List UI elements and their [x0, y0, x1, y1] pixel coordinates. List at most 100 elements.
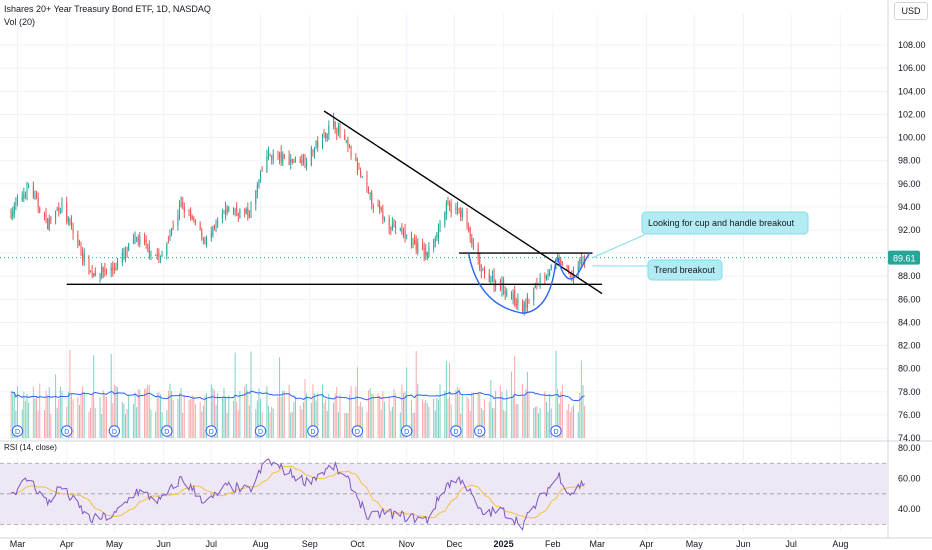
candle-body	[290, 160, 292, 164]
candle-body	[455, 207, 457, 211]
candle-body	[223, 212, 225, 215]
volume-bar	[24, 401, 26, 438]
candle-body	[55, 210, 57, 219]
volume-bar	[395, 393, 397, 438]
volume-bar	[368, 390, 370, 438]
volume-bar	[579, 392, 581, 438]
candle-body	[549, 271, 551, 276]
candle-body	[371, 192, 373, 204]
candle-body	[121, 252, 123, 263]
volume-bar	[503, 410, 505, 438]
dividend-marker	[108, 425, 121, 437]
volume-bar	[117, 387, 119, 438]
volume-bar	[457, 386, 459, 438]
volume-bar	[479, 394, 481, 438]
volume-bar	[10, 391, 12, 438]
volume-bar	[161, 412, 163, 438]
candle-body	[417, 243, 419, 252]
candle-body	[383, 216, 385, 218]
candle-body	[561, 262, 563, 265]
candle-body	[288, 156, 290, 166]
candle-body	[124, 248, 126, 257]
candle-body	[150, 253, 152, 257]
candle-body	[167, 241, 169, 244]
candle-body	[379, 204, 381, 210]
volume-bar	[55, 374, 57, 438]
candle-body	[390, 227, 392, 229]
price-tick-label: 88.00	[898, 271, 921, 281]
candle-body	[45, 214, 47, 218]
volume-bar	[514, 355, 516, 438]
candle-body	[480, 270, 482, 272]
candle-body	[477, 245, 479, 259]
candle-body	[283, 153, 285, 158]
candle-body	[266, 155, 268, 173]
volume-bar	[215, 404, 217, 438]
volume-bar	[428, 406, 430, 438]
candle-body	[23, 194, 25, 199]
candle-body	[137, 238, 139, 243]
candle-body	[334, 121, 336, 130]
volume-bar	[449, 362, 451, 438]
volume-bar	[310, 402, 312, 438]
volume-bar	[501, 391, 503, 438]
candle-body	[577, 265, 579, 273]
time-tick-label: Aug	[253, 539, 269, 549]
candle-body	[237, 212, 239, 217]
volume-bar	[547, 411, 549, 438]
dividend-marker	[550, 425, 562, 437]
candle-body	[48, 219, 50, 230]
candle-body	[301, 160, 303, 163]
volume-bar	[345, 412, 347, 438]
volume-bar	[179, 392, 181, 438]
candle-body	[495, 280, 497, 286]
volume-bar	[388, 395, 390, 438]
candle-body	[436, 234, 438, 237]
dividend-label: D	[64, 429, 69, 436]
volume-bar	[301, 409, 303, 438]
candle-body	[517, 299, 519, 305]
candle-body	[190, 210, 192, 219]
candle-body	[126, 251, 128, 253]
volume-bar	[99, 397, 101, 438]
candle-body	[69, 218, 71, 224]
volume-bar	[45, 390, 47, 438]
candle-body	[304, 158, 306, 164]
volume-label: Vol (20)	[4, 17, 36, 27]
volume-bar	[334, 393, 336, 438]
volume-bar	[134, 392, 136, 438]
candle-body	[402, 231, 404, 235]
candle-body	[361, 176, 363, 178]
volume-bar	[538, 413, 540, 438]
candle-body	[39, 207, 41, 213]
dividend-marker	[11, 425, 24, 437]
time-tick-label: Jul	[785, 539, 797, 549]
price-tick-label: 74.00	[898, 433, 921, 443]
candle-body	[415, 241, 417, 251]
candle-body	[544, 276, 546, 278]
candle-body	[67, 218, 69, 222]
volume-bar	[377, 393, 379, 438]
volume-bar	[167, 390, 169, 438]
candle-body	[515, 303, 517, 307]
volume-bar	[169, 383, 171, 438]
last-price-label: 89.61	[893, 254, 916, 264]
volume-bar	[91, 393, 93, 438]
chart-header: Ishares 20+ Year Treasury Bond ETF, 1D, …	[4, 3, 211, 29]
volume-bar	[312, 384, 314, 438]
volume-bar	[383, 401, 385, 438]
candle-body	[345, 140, 347, 142]
candle-body	[202, 237, 204, 239]
volume-bar	[183, 394, 185, 438]
candle-body	[382, 210, 384, 220]
candle-body	[93, 273, 95, 276]
dividend-marker	[400, 425, 413, 437]
volume-bar	[93, 355, 95, 438]
volume-bar	[82, 386, 84, 438]
candle-body	[280, 151, 282, 162]
currency-button[interactable]: USD	[894, 2, 928, 20]
candle-body	[166, 243, 168, 256]
volume-bar	[199, 401, 201, 438]
